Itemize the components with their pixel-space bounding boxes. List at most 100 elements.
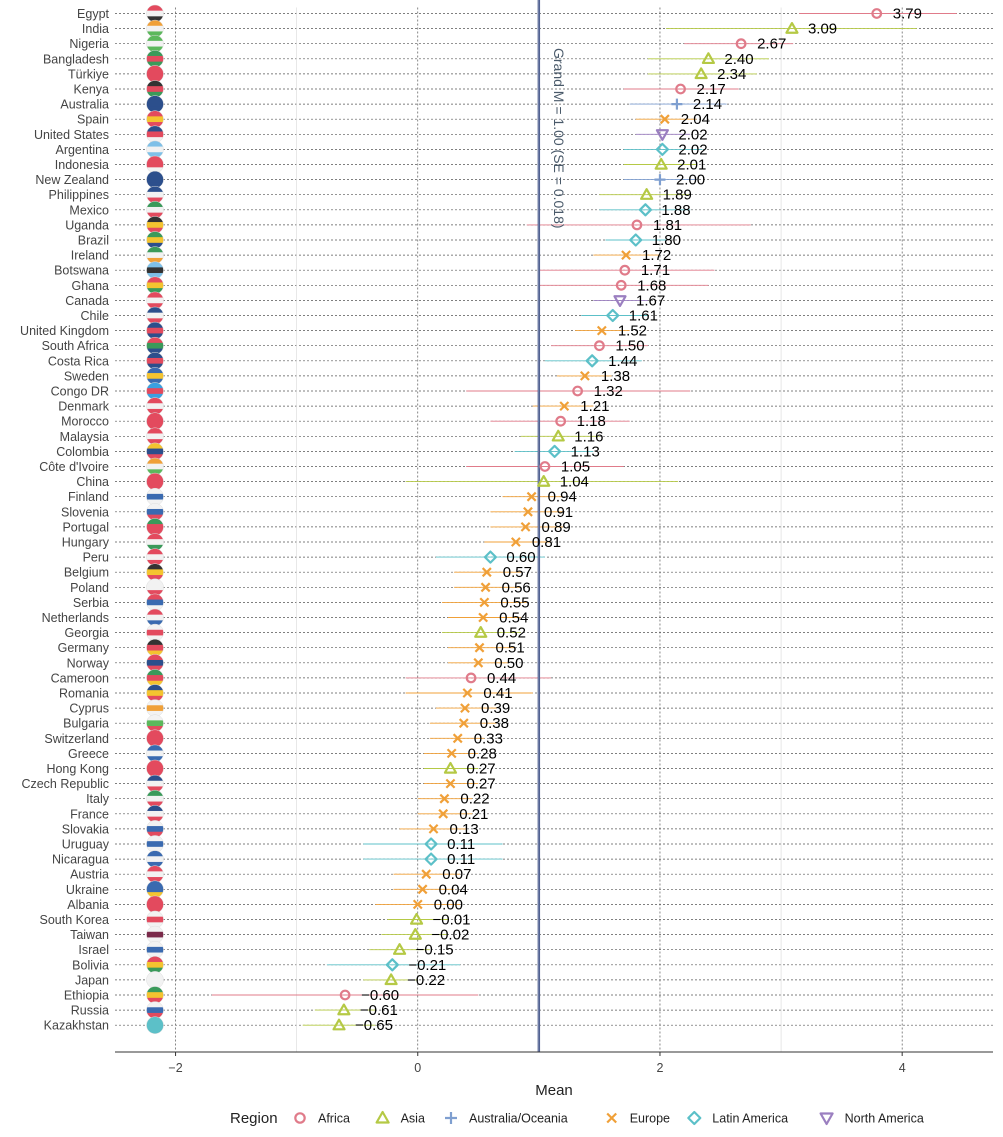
point-united-states <box>655 129 669 141</box>
congo-dr-flag-icon <box>146 382 164 400</box>
value-label-austria: 0.07 <box>442 866 471 883</box>
country-label-bangladesh: Bangladesh <box>43 52 109 66</box>
value-label-italy: 0.22 <box>460 791 489 808</box>
x-axis: Mean −2 0 2 4 <box>115 1051 993 1099</box>
point-brazil <box>629 233 643 247</box>
country-label-japan: Japan <box>75 973 109 987</box>
point-cyprus <box>460 703 470 714</box>
country-label-netherlands: Netherlands <box>42 611 109 625</box>
value-label-congo-dr: 1.32 <box>594 383 623 400</box>
country-label-kenya: Kenya <box>74 83 109 97</box>
country-label-ukraine: Ukraine <box>66 883 109 897</box>
point-albania <box>412 899 423 910</box>
france-flag-icon <box>146 805 164 823</box>
country-label-romania: Romania <box>59 687 109 701</box>
south-africa-flag-icon <box>146 336 164 355</box>
country-label-mexico: Mexico <box>69 203 109 217</box>
country-label-kazakhstan: Kazakhstan <box>44 1019 109 1033</box>
grand-mean-label: Grand M = 1.00 (SE = 0.018) <box>551 48 567 229</box>
india-flag-icon <box>146 19 164 38</box>
country-label-serbia: Serbia <box>73 596 109 610</box>
point-bulgaria <box>458 718 469 729</box>
point-serbia <box>479 597 490 608</box>
nicaragua-flag-icon <box>146 850 164 868</box>
country-label-czech-republic: Czech Republic <box>21 777 109 791</box>
value-label-hungary: 0.81 <box>532 534 561 551</box>
country-label-colombia: Colombia <box>56 445 109 459</box>
point-bolivia <box>385 958 399 972</box>
point-layer <box>332 8 883 1031</box>
new-zealand-flag-icon <box>146 170 164 189</box>
country-label-malaysia: Malaysia <box>60 430 109 444</box>
country-label-finland: Finland <box>68 490 109 504</box>
hungary-flag-icon <box>146 533 164 551</box>
value-label-nicaragua: 0.11 <box>447 851 475 868</box>
country-label-hong-kong: Hong Kong <box>46 762 109 776</box>
value-label-switzerland: 0.33 <box>474 730 503 747</box>
point-argentina <box>655 142 669 156</box>
country-label-india: India <box>82 22 109 36</box>
point-nigeria <box>735 38 747 50</box>
bangladesh-flag-icon <box>146 50 164 68</box>
x-tick-label: 4 <box>899 1061 906 1075</box>
legend-title: Region <box>230 1110 278 1127</box>
point-italy <box>439 793 450 804</box>
point-botswana <box>619 264 631 276</box>
value-label-japan: −0.22 <box>407 972 445 989</box>
value-label-slovenia: 0.91 <box>544 504 573 521</box>
kenya-flag-icon <box>146 80 164 98</box>
country-label-brazil: Brazil <box>78 234 109 248</box>
israel-flag-icon <box>146 940 164 959</box>
value-label-romania: 0.41 <box>483 685 512 702</box>
point-japan <box>384 973 398 986</box>
denmark-flag-icon <box>146 397 164 415</box>
italy-flag-icon <box>146 789 164 808</box>
slovenia-flag-icon <box>146 503 164 521</box>
norway-flag-icon <box>146 654 164 672</box>
flag-icon-layer <box>146 4 164 1034</box>
grand-mean-layer: Grand M = 1.00 (SE = 0.018) <box>537 0 567 1052</box>
value-label-denmark: 1.21 <box>580 398 609 415</box>
point-norway <box>473 657 484 668</box>
country-label-slovenia: Slovenia <box>61 505 109 519</box>
point-china <box>537 475 551 487</box>
serbia-flag-icon <box>146 593 164 612</box>
value-label-malaysia: 1.16 <box>574 428 603 445</box>
belgium-flag-icon <box>146 563 164 581</box>
country-label-turkiye: Türkiye <box>68 67 109 81</box>
value-label-germany: 0.51 <box>496 640 525 657</box>
country-label-china: China <box>76 475 109 489</box>
egypt-flag-icon <box>146 4 164 23</box>
south-korea-flag-icon <box>146 910 164 929</box>
point-bangladesh <box>701 52 716 65</box>
legend-label-latin-america: Latin America <box>712 1112 788 1126</box>
ethiopia-flag-icon <box>146 986 164 1004</box>
point-costa-rica <box>585 354 599 368</box>
country-label-belgium: Belgium <box>64 566 109 580</box>
point-france <box>438 808 449 819</box>
point-united-kingdom <box>596 325 607 336</box>
russia-flag-icon <box>146 1001 164 1019</box>
indonesia-flag-icon <box>146 155 164 174</box>
value-label-egypt: 3.79 <box>893 6 922 23</box>
point-indonesia <box>654 157 668 170</box>
legend-marker-africa <box>294 1112 306 1124</box>
point-germany <box>474 642 485 653</box>
bulgaria-flag-icon <box>146 714 164 732</box>
value-label-czech-republic: 0.27 <box>466 776 495 793</box>
point-ukraine <box>417 884 428 895</box>
value-label-cameroon: 0.44 <box>487 670 516 687</box>
point-denmark <box>559 401 570 412</box>
australia-flag-icon <box>146 95 164 113</box>
country-label-israel: Israel <box>78 943 109 957</box>
country-label-poland: Poland <box>70 581 109 595</box>
albania-flag-icon <box>146 895 164 914</box>
country-label-argentina: Argentina <box>55 143 109 157</box>
united-kingdom-flag-icon <box>146 321 164 340</box>
cameroon-flag-icon <box>146 669 164 687</box>
value-label-uganda: 1.81 <box>653 217 682 234</box>
value-label-ukraine: 0.04 <box>439 881 468 898</box>
point-slovenia <box>523 506 533 517</box>
point-colombia <box>548 444 562 458</box>
peru-flag-icon <box>146 548 164 566</box>
